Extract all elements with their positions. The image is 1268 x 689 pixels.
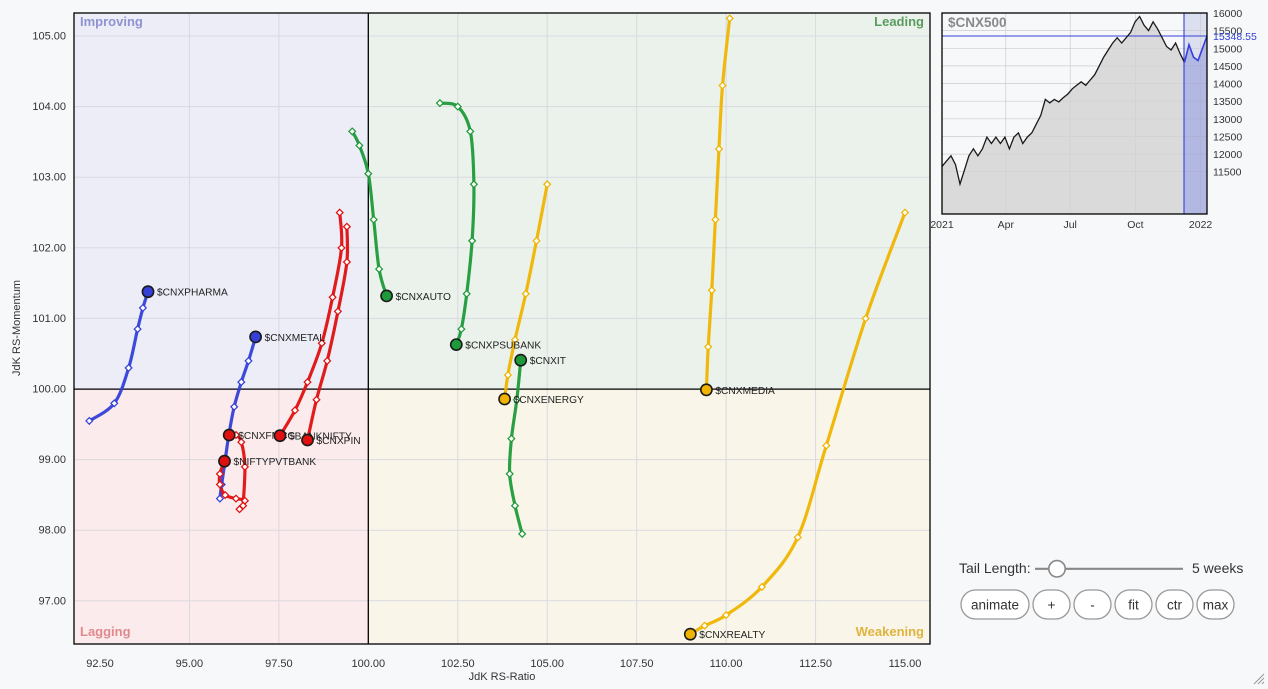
svg-text:100.00: 100.00 bbox=[32, 384, 66, 396]
svg-text:animate: animate bbox=[971, 598, 1019, 613]
svg-text:$NIFTYPVTBANK: $NIFTYPVTBANK bbox=[234, 457, 317, 468]
svg-text:16000: 16000 bbox=[1213, 8, 1242, 20]
svg-text:100.00: 100.00 bbox=[351, 658, 385, 670]
svg-text:2022: 2022 bbox=[1189, 219, 1213, 231]
svg-text:95.00: 95.00 bbox=[176, 658, 204, 670]
svg-text:15000: 15000 bbox=[1213, 43, 1242, 55]
svg-text:$CNXAUTO: $CNXAUTO bbox=[396, 292, 451, 303]
svg-text:Oct: Oct bbox=[1127, 219, 1143, 231]
svg-text:$CNX500: $CNX500 bbox=[948, 15, 1007, 30]
svg-text:$CNXPHARMA: $CNXPHARMA bbox=[157, 288, 228, 299]
svg-text:102.50: 102.50 bbox=[441, 658, 475, 670]
svg-text:Tail Length:: Tail Length: bbox=[959, 560, 1031, 576]
svg-text:Apr: Apr bbox=[998, 219, 1015, 231]
svg-text:Lagging: Lagging bbox=[80, 624, 131, 639]
svg-text:$CNXREALTY: $CNXREALTY bbox=[699, 630, 765, 641]
svg-text:Jul: Jul bbox=[1063, 219, 1076, 231]
svg-text:JdK RS-Momentum: JdK RS-Momentum bbox=[11, 280, 23, 376]
svg-text:$CNXENERGY: $CNXENERGY bbox=[514, 395, 584, 406]
svg-text:105.00: 105.00 bbox=[530, 658, 564, 670]
svg-text:$CNXPIN: $CNXPIN bbox=[317, 436, 361, 447]
svg-text:15348.55: 15348.55 bbox=[1213, 31, 1257, 43]
svg-text:-: - bbox=[1090, 598, 1095, 613]
svg-text:12000: 12000 bbox=[1213, 149, 1242, 161]
svg-text:110.00: 110.00 bbox=[710, 658, 743, 670]
svg-text:112.50: 112.50 bbox=[799, 658, 832, 670]
svg-text:14000: 14000 bbox=[1213, 79, 1242, 91]
svg-text:13000: 13000 bbox=[1213, 114, 1242, 126]
svg-text:max: max bbox=[1203, 598, 1229, 613]
svg-text:Weakening: Weakening bbox=[856, 624, 924, 639]
svg-text:102.00: 102.00 bbox=[32, 242, 66, 254]
svg-text:97.50: 97.50 bbox=[265, 658, 293, 670]
svg-text:98.00: 98.00 bbox=[38, 525, 66, 537]
svg-text:Improving: Improving bbox=[80, 14, 143, 29]
svg-text:99.00: 99.00 bbox=[38, 454, 66, 466]
svg-text:13500: 13500 bbox=[1213, 96, 1242, 108]
svg-text:92.50: 92.50 bbox=[86, 658, 114, 670]
svg-text:Leading: Leading bbox=[874, 14, 924, 29]
svg-text:115.00: 115.00 bbox=[889, 658, 922, 670]
svg-text:+: + bbox=[1048, 598, 1056, 613]
svg-text:12500: 12500 bbox=[1213, 131, 1242, 143]
svg-text:2021: 2021 bbox=[930, 219, 954, 231]
svg-text:$CNXPSUBANK: $CNXPSUBANK bbox=[465, 341, 541, 352]
svg-text:103.00: 103.00 bbox=[32, 172, 66, 184]
svg-text:$CNXFMCG: $CNXFMCG bbox=[238, 431, 295, 442]
svg-text:fit: fit bbox=[1128, 598, 1139, 613]
svg-text:105.00: 105.00 bbox=[32, 31, 66, 43]
svg-text:11500: 11500 bbox=[1213, 167, 1242, 179]
svg-text:104.00: 104.00 bbox=[32, 101, 66, 113]
svg-text:14500: 14500 bbox=[1213, 61, 1242, 73]
svg-text:$CNXIT: $CNXIT bbox=[530, 356, 566, 367]
svg-text:101.00: 101.00 bbox=[32, 313, 66, 325]
svg-text:107.50: 107.50 bbox=[620, 658, 654, 670]
svg-text:$CNXMETAL: $CNXMETAL bbox=[265, 333, 326, 344]
svg-text:ctr: ctr bbox=[1167, 598, 1183, 613]
svg-text:97.00: 97.00 bbox=[38, 595, 66, 607]
svg-text:5 weeks: 5 weeks bbox=[1192, 560, 1243, 576]
svg-text:JdK RS-Ratio: JdK RS-Ratio bbox=[469, 671, 536, 683]
svg-text:$CNXMEDIA: $CNXMEDIA bbox=[715, 386, 775, 397]
